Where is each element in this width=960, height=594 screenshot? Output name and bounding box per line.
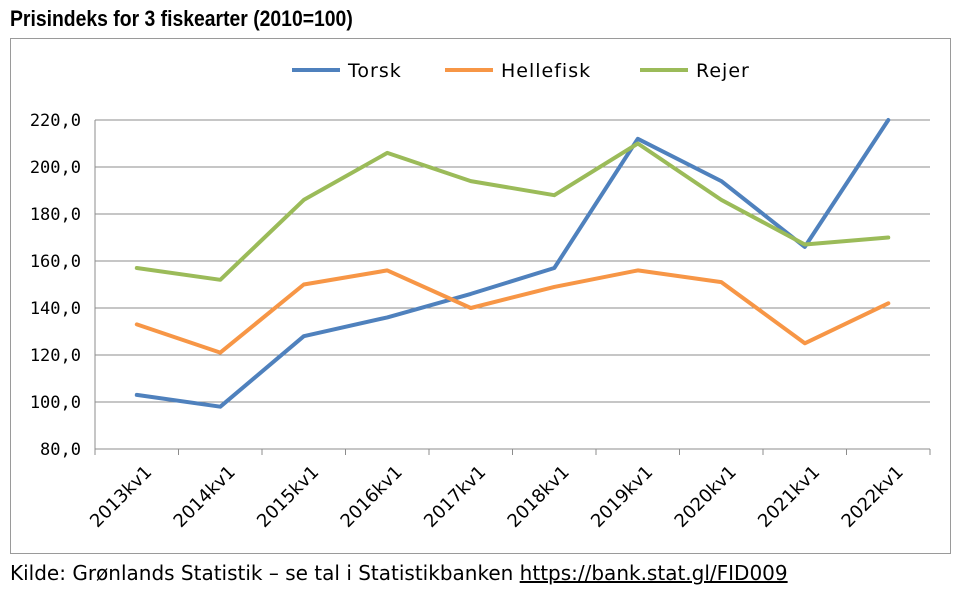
y-tick-label: 80,0 bbox=[40, 440, 81, 460]
source-note: Kilde: Grønlands Statistik – se tal i St… bbox=[10, 561, 788, 585]
x-tick-label: 2013kv1 bbox=[86, 462, 156, 532]
legend-label-torsk: Torsk bbox=[347, 60, 402, 82]
x-tick-label: 2022kv1 bbox=[838, 462, 908, 532]
chart-frame bbox=[10, 38, 951, 554]
x-tick-label: 2017kv1 bbox=[420, 462, 490, 532]
y-tick-label: 160,0 bbox=[30, 252, 81, 272]
x-tick-label: 2014kv1 bbox=[170, 462, 240, 532]
y-tick-label: 180,0 bbox=[30, 205, 81, 225]
series-line-rejer bbox=[134, 141, 891, 282]
y-tick-label: 100,0 bbox=[30, 393, 81, 413]
y-tick-label: 140,0 bbox=[30, 299, 81, 319]
x-tick-label: 2019kv1 bbox=[587, 462, 657, 532]
series-line-hellefisk bbox=[134, 268, 891, 355]
y-tick-label: 220,0 bbox=[30, 111, 81, 131]
y-tick-label: 200,0 bbox=[30, 158, 81, 178]
x-tick-label: 2015kv1 bbox=[253, 462, 323, 532]
x-tick-label: 2016kv1 bbox=[337, 462, 407, 532]
x-tick-label: 2021kv1 bbox=[754, 462, 824, 532]
x-tick-label: 2018kv1 bbox=[504, 462, 574, 532]
series-line-torsk bbox=[134, 118, 891, 409]
x-tick-label: 2020kv1 bbox=[671, 462, 741, 532]
legend-label-rejer: Rejer bbox=[696, 60, 750, 82]
y-tick-label: 120,0 bbox=[30, 346, 81, 366]
legend-label-hellefisk: Hellefisk bbox=[501, 60, 591, 82]
source-text: Kilde: Grønlands Statistik – se tal i St… bbox=[10, 561, 514, 585]
source-link[interactable]: https://bank.stat.gl/FID009 bbox=[519, 561, 788, 585]
chart-title: Prisindeks for 3 fiskearter (2010=100) bbox=[10, 6, 353, 31]
